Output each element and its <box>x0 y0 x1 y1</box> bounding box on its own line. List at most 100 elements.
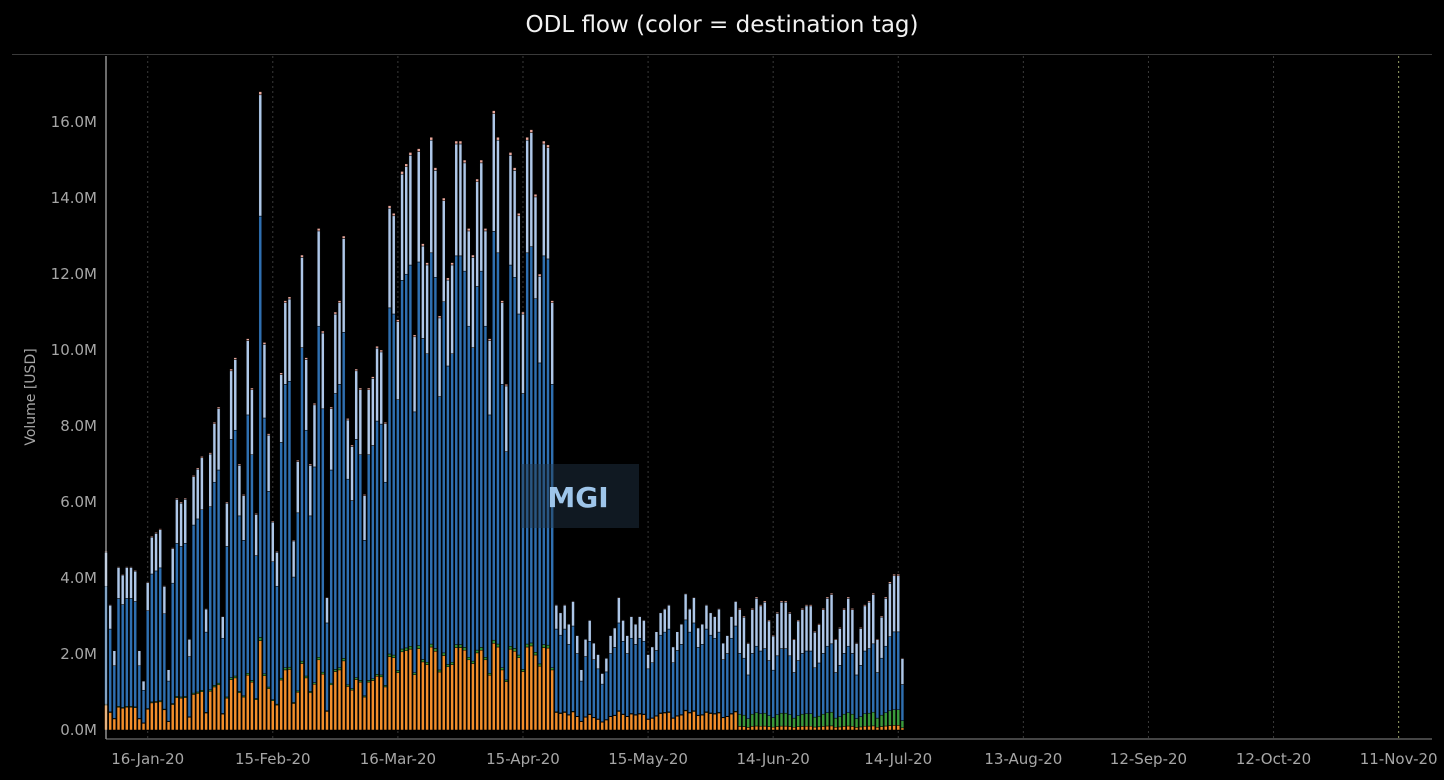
bar-segment-lightblue <box>738 609 742 654</box>
bar-segment-green <box>492 639 496 644</box>
bar-segment-orange <box>467 659 471 731</box>
bar-segment-orange <box>783 725 788 731</box>
bar-segment-lightblue <box>321 332 325 410</box>
bar-segment-blue <box>145 610 150 709</box>
bar-segment-lightblue <box>746 643 750 676</box>
bar-segment-orange <box>158 701 162 731</box>
bar-segment-green <box>454 644 458 648</box>
bar-segment-lightblue <box>371 378 375 446</box>
bar-segment-orange <box>617 711 621 731</box>
bar-segment-blue <box>204 631 208 713</box>
bar-segment-blue <box>575 653 579 717</box>
bar-segment-pink <box>250 387 254 390</box>
bar-segment-green <box>517 654 521 658</box>
bar-segment-orange <box>400 651 404 731</box>
bar-segment-orange <box>412 674 417 731</box>
bar-segment-orange <box>746 727 750 731</box>
bar-segment-blue <box>492 231 496 641</box>
bar-segment-pink <box>512 167 517 171</box>
bar-segment-orange <box>754 725 759 731</box>
bar-segment-orange <box>225 697 229 731</box>
bar-segment-pink <box>300 254 304 258</box>
bar-segment-blue <box>658 634 663 714</box>
bar-segment-blue <box>867 648 871 714</box>
bar-segment-lightblue <box>325 597 329 624</box>
bar-segment-orange <box>650 718 654 731</box>
bar-segment-lightblue <box>537 276 542 364</box>
bar-segment-green <box>879 714 884 727</box>
bar-segment-orange <box>825 725 830 731</box>
bar-segment-orange <box>341 660 346 731</box>
bar-segment-green <box>333 669 338 672</box>
bar-segment-blue <box>383 481 388 686</box>
bar-segment-green <box>763 712 767 727</box>
bar-segment-blue <box>458 255 463 645</box>
bar-segment-lightblue <box>804 605 809 652</box>
bar-segment-blue <box>437 396 442 671</box>
bar-segment-green <box>316 657 321 661</box>
bar-segment-pink <box>796 619 800 622</box>
bar-segment-lightblue <box>346 419 350 480</box>
bar-segment-orange <box>621 714 625 731</box>
bar-segment-lightblue <box>296 461 300 514</box>
bar-segment-blue <box>187 656 192 718</box>
bar-segment-blue <box>375 420 379 675</box>
bar-segment-blue <box>625 653 629 717</box>
bar-segment-orange <box>316 659 321 731</box>
y-tick-label: 12.0M <box>51 265 97 283</box>
bar-segment-pink <box>663 608 667 610</box>
bar-segment-lightblue <box>396 321 400 400</box>
y-tick-label: 8.0M <box>60 417 97 435</box>
bar-segment-lightblue <box>150 536 154 575</box>
bar-segment-green <box>417 645 421 649</box>
bar-segment-pink <box>775 611 780 614</box>
bar-segment-lightblue <box>387 207 392 309</box>
bar-segment-lightblue <box>112 650 117 667</box>
bar-segment-pink <box>583 638 588 640</box>
bar-segment-pink <box>296 459 300 462</box>
bar-segment-blue <box>212 481 217 686</box>
bar-segment-pink <box>433 167 438 171</box>
bar-segment-lightblue <box>141 680 146 691</box>
bar-segment-green <box>321 671 325 675</box>
bar-segment-orange <box>279 679 283 731</box>
bar-segment-lightblue <box>246 340 250 416</box>
bar-segment-lightblue <box>779 601 784 649</box>
bar-segment-lightblue <box>120 574 125 605</box>
bar-segment-orange <box>537 665 542 731</box>
bar-segment-lightblue <box>212 423 217 483</box>
bar-segment-orange <box>817 726 821 731</box>
bar-segment-orange <box>329 684 333 731</box>
bar-segment-orange <box>442 655 446 731</box>
bar-segment-pink <box>500 300 504 303</box>
bar-segment-lightblue <box>583 639 588 657</box>
bar-segment-lightblue <box>829 594 834 645</box>
bar-segment-green <box>792 717 796 728</box>
bar-segment-blue <box>358 454 363 681</box>
bar-segment-green <box>775 714 780 727</box>
bar-segment-orange <box>125 706 129 731</box>
bar-segment-blue <box>854 674 859 719</box>
bar-segment-blue <box>471 347 475 662</box>
bar-segment-orange <box>733 711 738 731</box>
bar-segment-orange <box>800 726 805 731</box>
bar-segment-blue <box>792 672 796 719</box>
bar-segment-orange <box>446 666 450 731</box>
bar-segment-blue <box>817 662 821 717</box>
bar-segment-blue <box>120 604 125 708</box>
bar-segment-lightblue <box>362 495 367 541</box>
bar-segment-blue <box>175 543 179 697</box>
bar-segment-orange <box>804 725 809 731</box>
bar-segment-orange <box>458 647 463 731</box>
bar-segment-green <box>767 715 771 727</box>
bar-segment-blue <box>479 270 484 648</box>
bar-segment-lightblue <box>454 143 458 257</box>
bar-segment-pink <box>341 235 346 239</box>
bar-segment-pink <box>125 566 129 568</box>
bar-segment-lightblue <box>875 639 880 673</box>
bar-segment-blue <box>446 365 450 665</box>
bar-segment-lightblue <box>512 170 517 278</box>
bar-segment-lightblue <box>258 94 263 217</box>
bar-segment-pink <box>187 638 192 640</box>
